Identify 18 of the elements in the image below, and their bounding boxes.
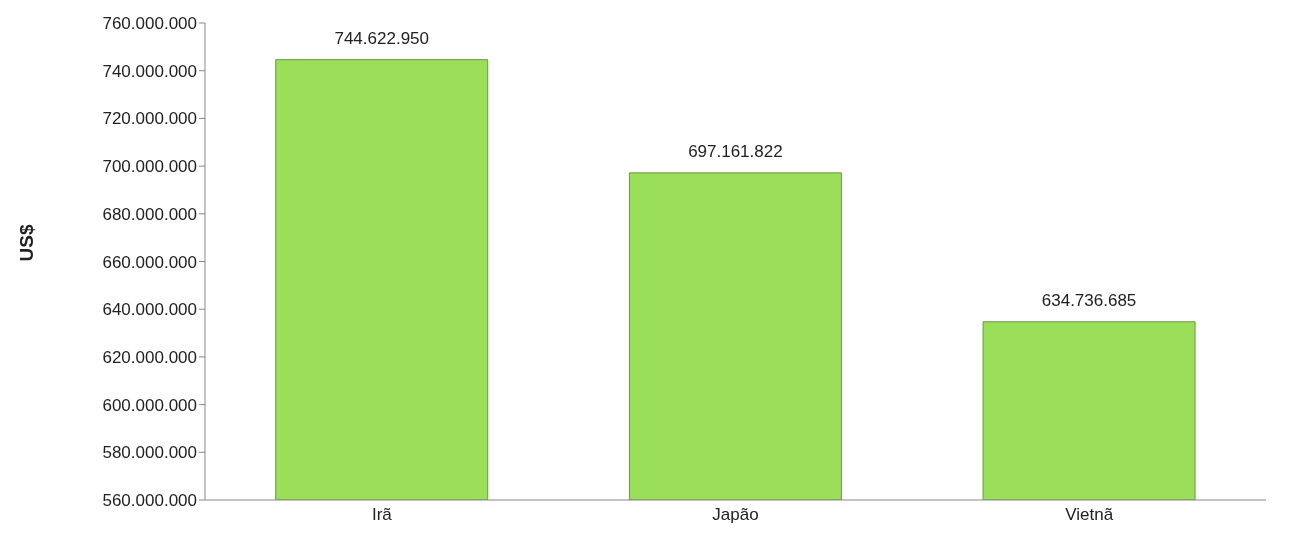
y-tick-label: 600.000.000: [102, 395, 197, 415]
y-axis-title: US$: [15, 224, 37, 262]
x-tick-label: Irã: [371, 505, 393, 525]
data-label: 744.622.950: [334, 28, 430, 48]
y-tick-label: 640.000.000: [102, 300, 197, 320]
y-tick-label: 660.000.000: [102, 252, 197, 272]
y-tick-label: 700.000.000: [102, 157, 197, 177]
data-label: 697.161.822: [688, 141, 783, 161]
y-tick-label: 740.000.000: [102, 61, 197, 81]
y-tick-label: 680.000.000: [102, 204, 197, 224]
data-label: 634.736.685: [1041, 290, 1137, 310]
y-tick-label: 720.000.000: [102, 109, 197, 129]
x-tick-label: Japão: [712, 505, 759, 525]
y-tick-label: 560.000.000: [102, 491, 197, 511]
x-tick-label: Vietnã: [1065, 505, 1114, 525]
y-tick-label: 620.000.000: [102, 347, 197, 367]
y-tick-label: 580.000.000: [102, 443, 197, 463]
y-tick-label: 760.000.000: [102, 14, 197, 34]
